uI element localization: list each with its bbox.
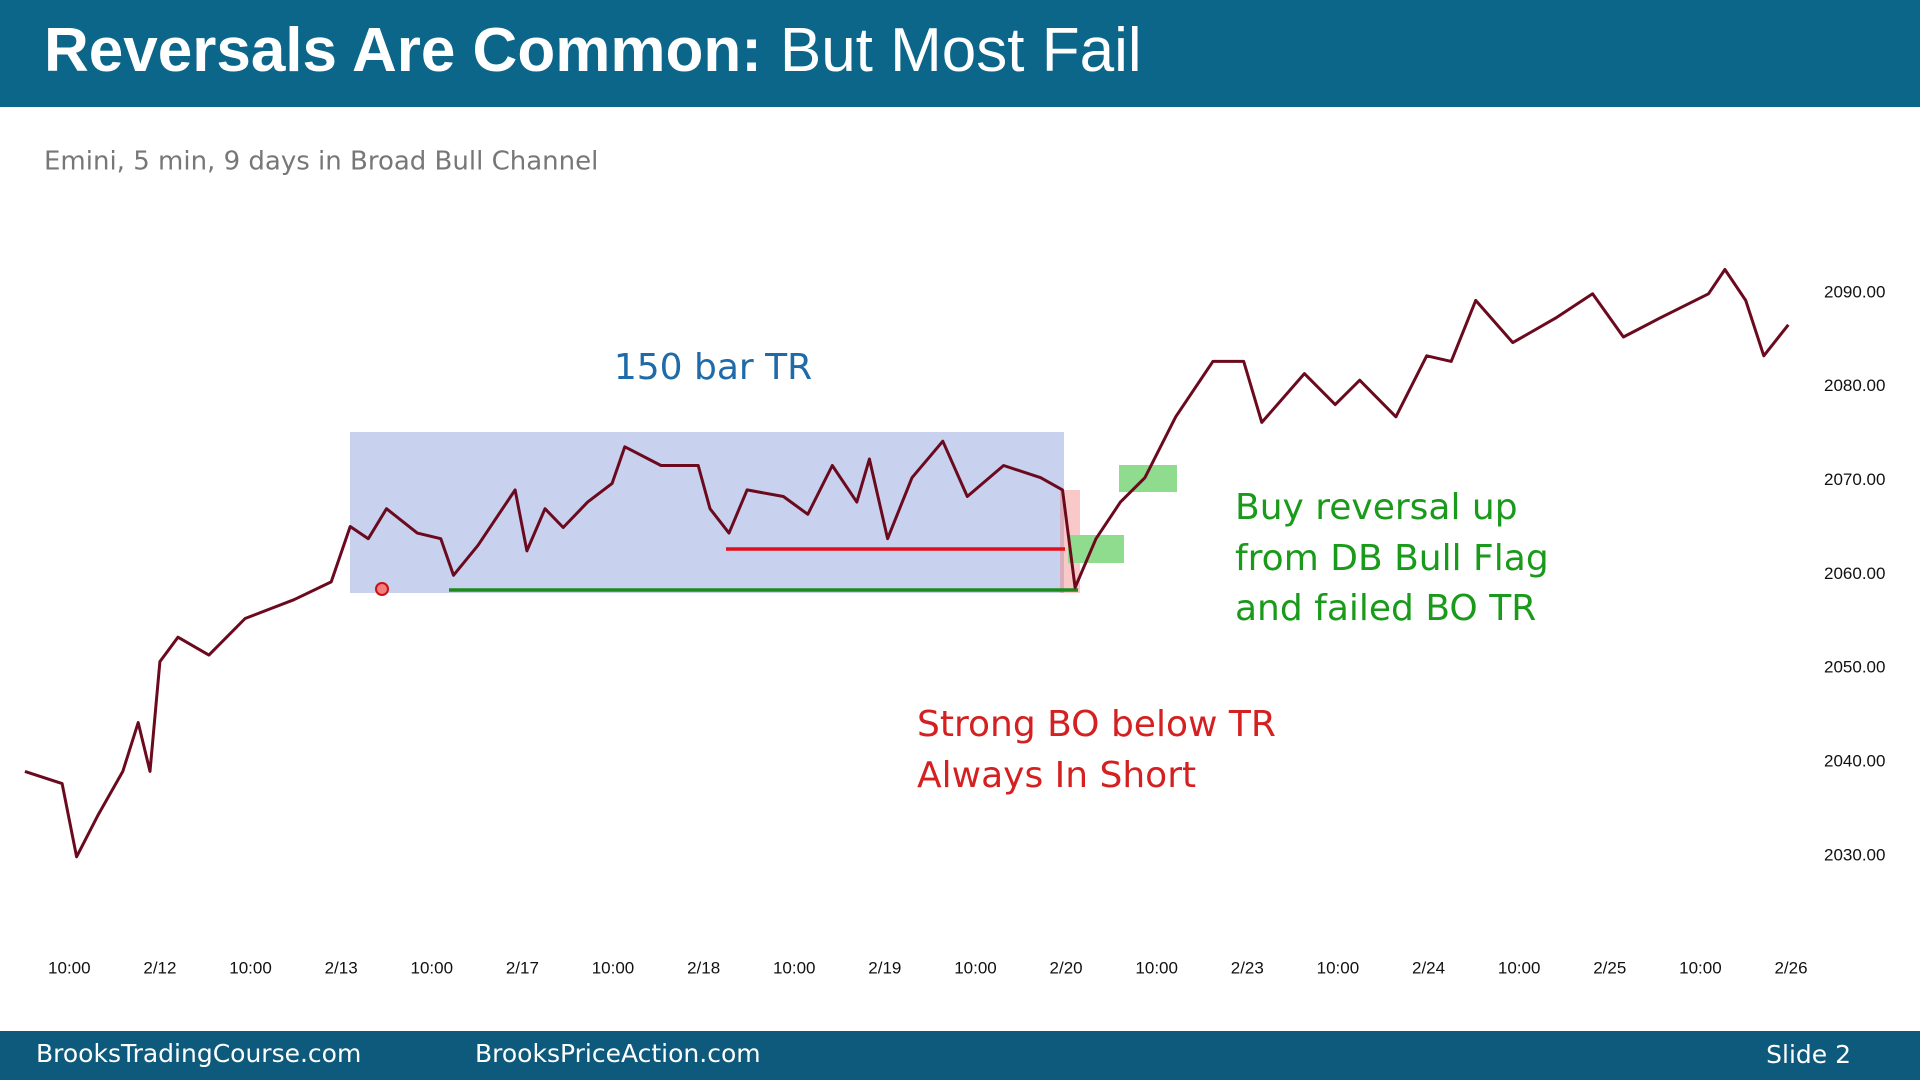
marker-dot <box>375 582 389 596</box>
x-tick-label: 10:00 <box>410 958 453 977</box>
annotation: from DB Bull Flag <box>1235 538 1549 579</box>
footer-left: BrooksTradingCourse.com <box>36 1039 361 1068</box>
x-tick-label: 10:00 <box>1135 958 1178 977</box>
footer-center: BrooksPriceAction.com <box>475 1039 761 1068</box>
x-tick-label: 10:00 <box>1498 958 1541 977</box>
x-tick-label: 10:00 <box>48 958 91 977</box>
x-tick-label: 10:00 <box>1317 958 1360 977</box>
y-tick-label: 2080.00 <box>1824 376 1885 395</box>
y-tick-label: 2040.00 <box>1824 752 1885 771</box>
y-tick-label: 2060.00 <box>1824 564 1885 583</box>
annotation: Always In Short <box>917 755 1196 796</box>
trading-range-box <box>350 432 1064 593</box>
x-tick-label: 10:00 <box>773 958 816 977</box>
title-rest: But Most Fail <box>780 16 1142 85</box>
y-tick-label: 2030.00 <box>1824 845 1885 864</box>
title-bold: Reversals Are Common: <box>44 16 762 85</box>
x-tick-label: 2/19 <box>868 958 901 977</box>
x-tick-label: 2/26 <box>1774 958 1807 977</box>
subtitle: Emini, 5 min, 9 days in Broad Bull Chann… <box>44 147 598 177</box>
annotation: Buy reversal up <box>1235 487 1518 528</box>
plot: 2030.00 2040.00 2050.00 2060.00 2070.00 2080.… <box>24 268 1885 977</box>
x-tick-label: 2/18 <box>687 958 720 977</box>
annotation: Strong BO below TR <box>917 704 1276 745</box>
x-tick-label: 10:00 <box>954 958 997 977</box>
x-tick-label: 2/24 <box>1412 958 1445 977</box>
header-bar <box>0 0 1920 107</box>
annotation: and failed BO TR <box>1235 588 1536 629</box>
x-tick-label: 2/12 <box>143 958 176 977</box>
x-tick-label: 2/13 <box>325 958 358 977</box>
x-tick-label: 10:00 <box>1679 958 1722 977</box>
annotation: 150 bar TR <box>614 347 812 388</box>
x-tick-label: 2/25 <box>1593 958 1626 977</box>
x-tick-label: 2/17 <box>506 958 539 977</box>
x-tick-label: 2/23 <box>1231 958 1264 977</box>
x-tick-label: 2/20 <box>1050 958 1083 977</box>
price-line <box>24 268 1790 859</box>
x-tick-label: 10:00 <box>592 958 635 977</box>
slide-title: Reversals Are Common: But Most Fail <box>44 16 1142 85</box>
x-tick-label: 10:00 <box>229 958 272 977</box>
footer-bar <box>0 1031 1920 1080</box>
y-tick-label: 2070.00 <box>1824 470 1885 489</box>
y-tick-label: 2050.00 <box>1824 658 1885 677</box>
y-tick-label: 2090.00 <box>1824 282 1885 301</box>
slide-number: Slide 2 <box>1766 1040 1851 1069</box>
